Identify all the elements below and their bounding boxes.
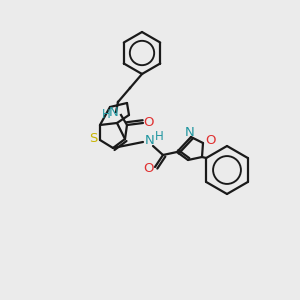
- Text: O: O: [205, 134, 215, 146]
- Text: N: N: [185, 125, 195, 139]
- Text: O: O: [143, 163, 153, 176]
- Text: O: O: [144, 116, 154, 128]
- Text: S: S: [89, 131, 97, 145]
- Text: N: N: [109, 106, 119, 119]
- Text: H: H: [102, 109, 110, 122]
- Text: N: N: [145, 134, 155, 146]
- Text: H: H: [154, 130, 164, 142]
